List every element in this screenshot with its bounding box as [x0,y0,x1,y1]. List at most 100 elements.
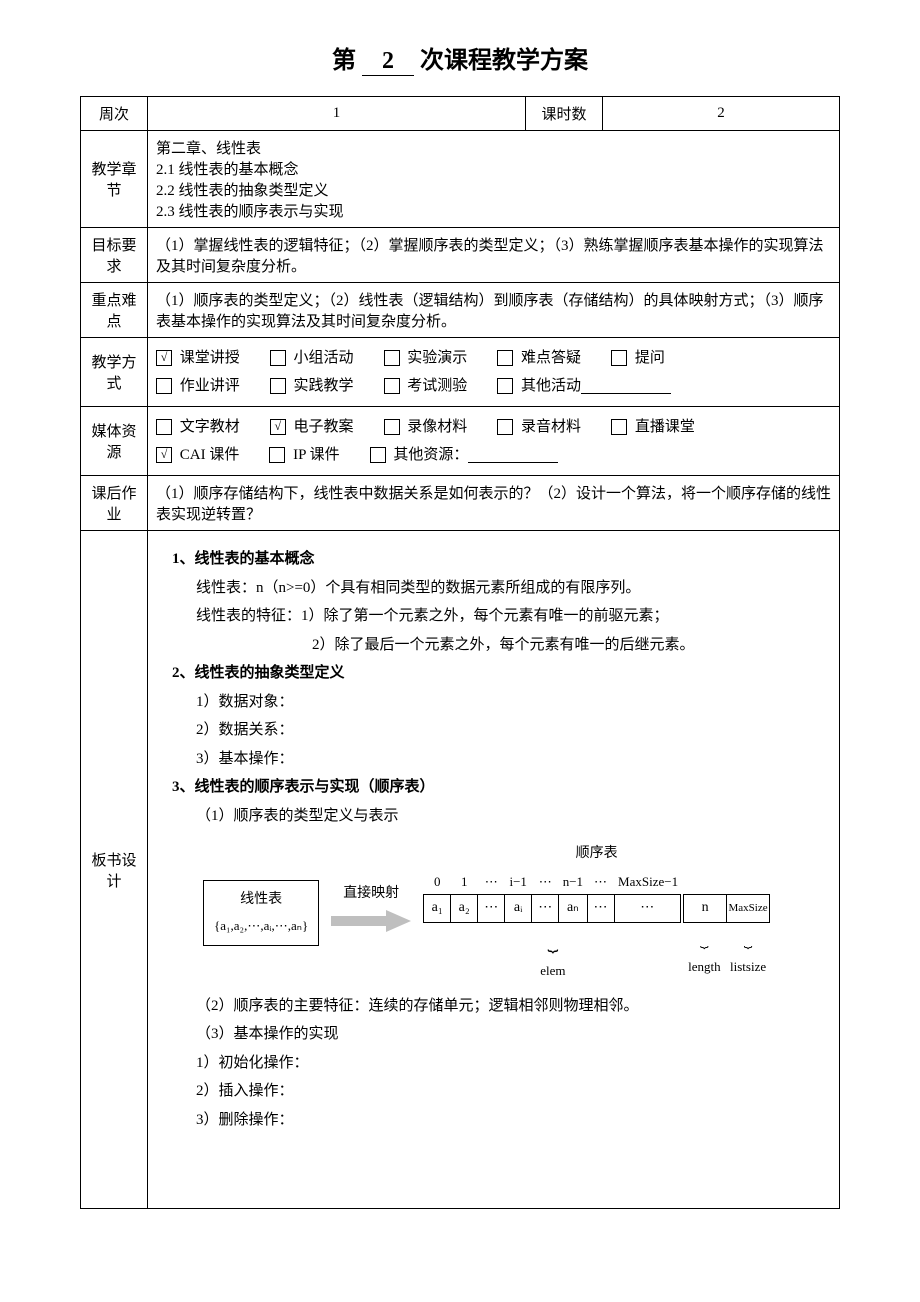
checkbox-item: 文字教材 [156,413,240,441]
label-homework: 课后作业 [81,476,148,531]
board-sec2-item: 2）数据关系： [172,716,815,745]
seq-idx-cell: i−1 [505,870,532,895]
checkbox-label: CAI 课件 [176,447,239,463]
value-goal: （1）掌握线性表的逻辑特征；（2）掌握顺序表的类型定义；（3）熟练掌握顺序表基本… [148,228,840,283]
checkbox-item: 考试测验 [384,372,468,400]
checkbox-item: 其他资源： [370,441,559,469]
seq-idx-cell: ⋯ [587,870,614,895]
chapter-line: 2.2 线性表的抽象类型定义 [156,179,831,200]
checkbox-item: 提问 [611,344,665,372]
value-board: 1、线性表的基本概念 线性表：n（n>=0）个具有相同类型的数据元素所组成的有限… [148,531,840,1209]
board-sec2-title: 2、线性表的抽象类型定义 [172,659,815,688]
checkbox-label: 作业讲评 [176,378,240,394]
checkbox-label: 实验演示 [404,350,468,366]
seq-index-row: 0 1 ⋯ i−1 ⋯ n−1 ⋯ MaxSize−1 [424,870,770,895]
checkbox-icon [384,378,400,394]
board-sec1-line: 线性表：n（n>=0）个具有相同类型的数据元素所组成的有限序列。 [172,574,815,603]
seq-idx-cell: 0 [424,870,451,895]
checkbox-icon [611,419,627,435]
checkbox-item: √ 电子教案 [270,413,354,441]
checkbox-icon [497,378,513,394]
checkbox-icon: √ [270,419,286,435]
seq-idx-cell: 1 [451,870,478,895]
checkbox-icon: √ [156,350,172,366]
checkbox-item: 小组活动 [270,344,354,372]
row-week: 周次 1 课时数 2 [81,97,840,131]
checkbox-label: 难点答疑 [517,350,581,366]
checkbox-icon [370,447,386,463]
board-sec3-op: 2）插入操作： [172,1077,815,1106]
title-number: 2 [362,48,414,76]
checkbox-item: 难点答疑 [497,344,581,372]
checkbox-item: √ 课堂讲授 [156,344,240,372]
checkbox-item: 实践教学 [270,372,354,400]
checkbox-label: 录音材料 [517,419,581,435]
label-method: 教学方式 [81,338,148,407]
seq-idx-cell: ⋯ [478,870,505,895]
checkbox-label: 考试测验 [404,378,468,394]
blank-line [581,379,671,394]
row-method: 教学方式 √ 课堂讲授 小组活动 实验演示 难点答疑 提问 作业讲评 实践教学 … [81,338,840,407]
page-title: 第 2 次课程教学方案 [80,40,840,76]
title-suffix: 次课程教学方案 [420,48,588,74]
checkbox-item: 其他活动 [497,372,671,400]
title-prefix: 第 [332,48,356,74]
board-sec3-sub2: （2）顺序表的主要特征：连续的存储单元；逻辑相邻则物理相邻。 [172,992,815,1021]
media-row-1: 文字教材√ 电子教案 录像材料 录音材料 直播课堂 [156,413,831,441]
value-week: 1 [148,97,526,131]
seq-cells-row: a₁ a₂ ⋯ aᵢ ⋯ aₙ ⋯ ⋯ n [424,895,770,923]
board-sec1-line: 线性表的特征：1）除了第一个元素之外，每个元素有唯一的前驱元素； [172,602,815,631]
label-keypoint: 重点难点 [81,283,148,338]
checkbox-label: 小组活动 [290,350,354,366]
seq-cell: aᵢ [505,895,532,923]
checkbox-item: 实验演示 [384,344,468,372]
checkbox-label: 电子教案 [290,419,354,435]
checkbox-label: 实践教学 [290,378,354,394]
brace-listsize: ⏟ listsize [727,922,770,984]
checkbox-label: 其他活动 [517,378,581,394]
arrow-icon [331,908,411,945]
row-goal: 目标要求 （1）掌握线性表的逻辑特征；（2）掌握顺序表的类型定义；（3）熟练掌握… [81,228,840,283]
checkbox-label: 其他资源： [390,447,469,463]
label-hours: 课时数 [526,97,603,131]
seq-cell: ⋯ [587,895,614,923]
board-sec3-op: 1）初始化操作： [172,1049,815,1078]
checkbox-label: 文字教材 [176,419,240,435]
seq-idx-cell: n−1 [559,870,587,895]
seq-cell: aₙ [559,895,587,923]
row-board: 板书设计 1、线性表的基本概念 线性表：n（n>=0）个具有相同类型的数据元素所… [81,531,840,1209]
board-sec3-op: 3）删除操作： [172,1106,815,1135]
label-goal: 目标要求 [81,228,148,283]
chapter-line: 2.3 线性表的顺序表示与实现 [156,200,831,221]
value-media: 文字教材√ 电子教案 录像材料 录音材料 直播课堂 √ CAI 课件 IP 课件… [148,407,840,476]
row-keypoint: 重点难点 （1）顺序表的类型定义；（2）线性表（逻辑结构）到顺序表（存储结构）的… [81,283,840,338]
row-media: 媒体资源 文字教材√ 电子教案 录像材料 录音材料 直播课堂 √ CAI 课件 … [81,407,840,476]
checkbox-icon [497,350,513,366]
checkbox-icon [497,419,513,435]
map-label: 直接映射 [321,881,421,908]
value-keypoint: （1）顺序表的类型定义；（2）线性表（逻辑结构）到顺序表（存储结构）的具体映射方… [148,283,840,338]
linear-set: {a₁,a₂,⋯,aᵢ,⋯,aₙ} [214,914,308,939]
checkbox-label: 课堂讲授 [176,350,240,366]
checkbox-icon [270,350,286,366]
seq-idx-cell: MaxSize−1 [614,870,682,895]
board-sec3-sub3: （3）基本操作的实现 [172,1020,815,1049]
method-row-1: √ 课堂讲授 小组活动 实验演示 难点答疑 提问 [156,344,831,372]
label-chapter: 教学章节 [81,131,148,228]
checkbox-item: IP 课件 [269,441,339,469]
checkbox-label: 提问 [631,350,665,366]
checkbox-label: 录像材料 [404,419,468,435]
seq-idx-cell: ⋯ [532,870,559,895]
checkbox-label: IP 课件 [289,447,339,463]
sequence-table-box: 顺序表 0 1 ⋯ i−1 ⋯ n−1 ⋯ [423,841,770,985]
checkbox-item: 录像材料 [384,413,468,441]
lesson-plan-table: 周次 1 课时数 2 教学章节 第二章、线性表 2.1 线性表的基本概念 2.2… [80,96,840,1209]
checkbox-icon [156,419,172,435]
seq-cell: ⋯ [478,895,505,923]
label-media: 媒体资源 [81,407,148,476]
seq-cell-length: n [682,895,727,923]
row-homework: 课后作业 （1）顺序存储结构下，线性表中数据关系是如何表示的？（2）设计一个算法… [81,476,840,531]
seq-brace-row: ⏟ elem ⏟ length ⏟ [424,922,770,984]
board-sec3-title: 3、线性表的顺序表示与实现（顺序表） [172,773,815,802]
media-row-2: √ CAI 课件 IP 课件 其他资源： [156,441,831,469]
